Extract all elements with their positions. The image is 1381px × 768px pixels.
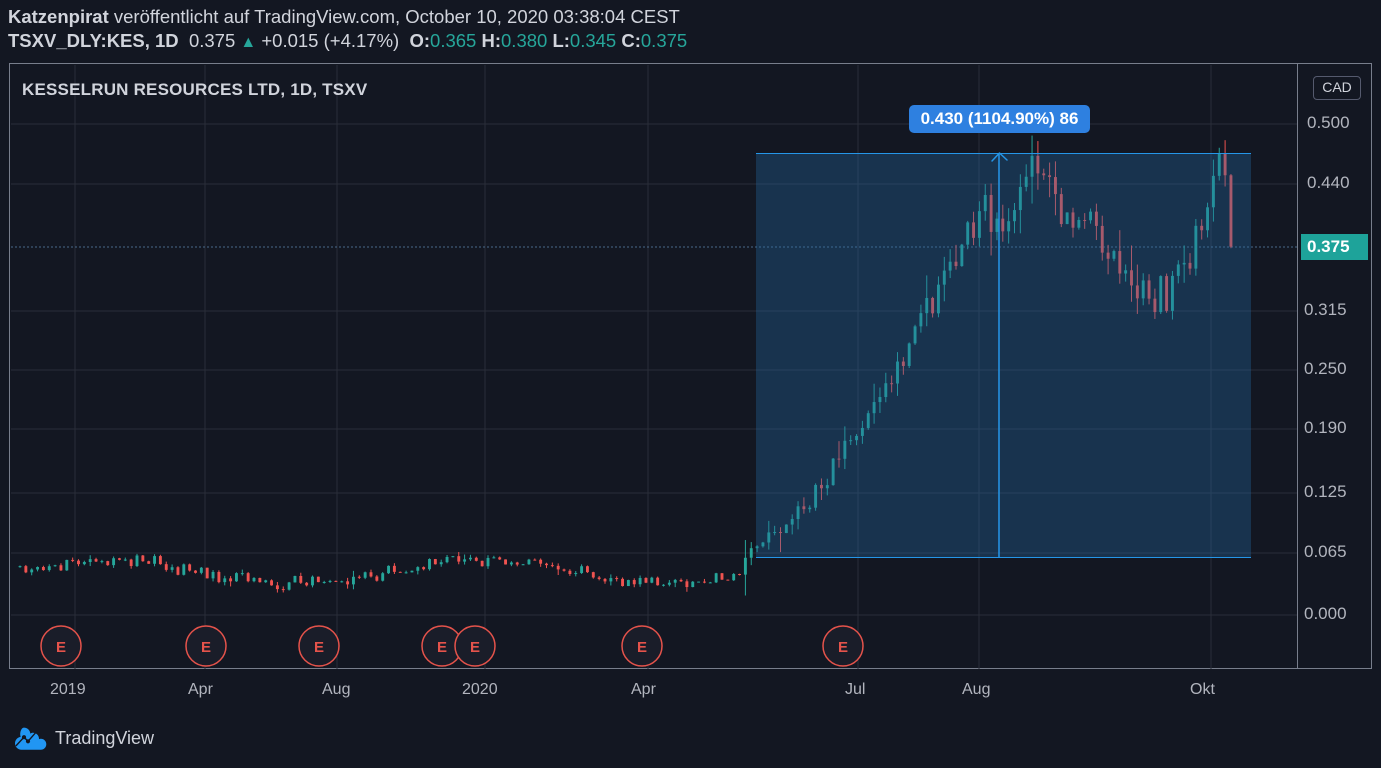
svg-text:E: E (470, 639, 480, 656)
svg-text:E: E (437, 639, 447, 656)
svg-text:E: E (201, 639, 211, 656)
svg-text:E: E (838, 639, 848, 656)
svg-text:E: E (314, 639, 324, 656)
svg-text:E: E (56, 639, 66, 656)
svg-text:E: E (637, 639, 647, 656)
